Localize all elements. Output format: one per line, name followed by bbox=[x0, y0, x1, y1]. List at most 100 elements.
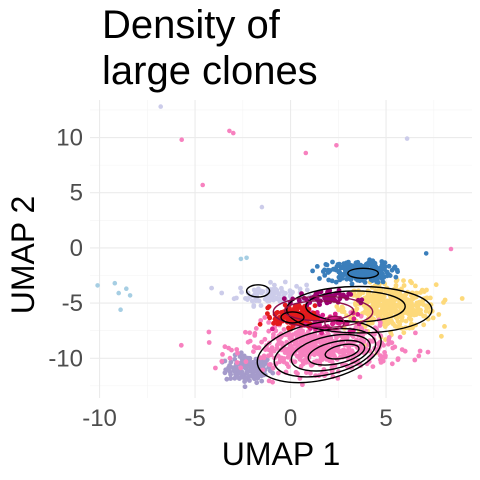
scatter-point bbox=[344, 349, 349, 354]
scatter-point bbox=[250, 299, 255, 304]
x-tick-label: -10 bbox=[82, 405, 117, 432]
x-tick-label: -5 bbox=[184, 405, 205, 432]
scatter-point bbox=[238, 286, 243, 291]
y-axis-ticks: -10-50510 bbox=[48, 125, 83, 373]
scatter-point bbox=[310, 342, 315, 347]
scatter-point bbox=[226, 365, 231, 370]
scatter-point bbox=[269, 353, 274, 358]
scatter-point bbox=[410, 303, 415, 308]
y-tick-label: -5 bbox=[62, 290, 83, 317]
scatter-point bbox=[262, 315, 267, 320]
chart-title-line-2: large clones bbox=[102, 49, 318, 93]
scatter-point bbox=[288, 288, 293, 293]
scatter-point bbox=[234, 347, 239, 352]
scatter-point bbox=[310, 269, 315, 274]
minor-grid bbox=[90, 100, 472, 398]
scatter-point bbox=[320, 357, 325, 362]
scatter-point bbox=[398, 335, 403, 340]
y-tick-label: 0 bbox=[70, 235, 83, 262]
outlier-point bbox=[449, 247, 454, 252]
scatter-point bbox=[282, 360, 287, 365]
scatter-point bbox=[367, 295, 372, 300]
scatter-point bbox=[296, 329, 301, 334]
scatter-point bbox=[239, 290, 244, 295]
scatter-point bbox=[413, 309, 418, 314]
scatter-point bbox=[380, 276, 385, 281]
scatter-point bbox=[267, 304, 272, 309]
scatter-point bbox=[340, 309, 345, 314]
scatter-point bbox=[340, 305, 345, 310]
scatter-point bbox=[392, 345, 397, 350]
scatter-point bbox=[373, 261, 378, 266]
scatter-point bbox=[244, 359, 249, 364]
scatter-point bbox=[213, 366, 218, 371]
scatter-point bbox=[237, 370, 242, 375]
scatter-point bbox=[421, 322, 426, 327]
scatter-point bbox=[404, 319, 409, 324]
scatter-point bbox=[442, 324, 447, 329]
scatter-point bbox=[323, 262, 328, 267]
x-tick-label: 5 bbox=[379, 405, 392, 432]
scatter-point bbox=[408, 298, 413, 303]
scatter-point bbox=[243, 330, 248, 335]
scatter-point bbox=[251, 368, 256, 373]
outlier-point bbox=[179, 137, 184, 142]
scatter-point bbox=[431, 316, 436, 321]
scatter-point bbox=[413, 284, 418, 289]
scatter-point bbox=[387, 264, 392, 269]
scatter-point bbox=[270, 287, 275, 292]
outlier-point bbox=[239, 257, 244, 262]
scatter-point bbox=[270, 327, 275, 332]
x-axis-label: UMAP 1 bbox=[222, 436, 341, 472]
scatter-point bbox=[247, 378, 252, 383]
scatter-point bbox=[228, 376, 233, 381]
scatter-point bbox=[399, 305, 404, 310]
scatter-point bbox=[413, 331, 418, 336]
scatter-point bbox=[384, 304, 389, 309]
scatter-point bbox=[418, 290, 423, 295]
scatter-point bbox=[294, 370, 299, 375]
scatter-point bbox=[374, 307, 379, 312]
scatter-point bbox=[355, 273, 360, 278]
outlier-point bbox=[113, 281, 118, 286]
scatter-point bbox=[396, 319, 401, 324]
scatter-point bbox=[321, 338, 326, 343]
scatter-point bbox=[243, 375, 248, 380]
scatter-point bbox=[321, 269, 326, 274]
outlier-point bbox=[334, 143, 339, 148]
scatter-point bbox=[393, 265, 398, 270]
chart-title: Density of large clones bbox=[102, 3, 318, 93]
scatter-point bbox=[409, 280, 414, 285]
scatter-point bbox=[220, 352, 225, 357]
scatter-point bbox=[270, 380, 275, 385]
scatter-point bbox=[394, 275, 399, 280]
outlier-point bbox=[244, 255, 249, 260]
scatter-point bbox=[228, 372, 233, 377]
scatter-point bbox=[355, 312, 360, 317]
scatter-point bbox=[259, 340, 264, 345]
scatter-point bbox=[243, 384, 248, 389]
scatter-point bbox=[293, 359, 298, 364]
outlier-point bbox=[231, 131, 236, 136]
outlier-point bbox=[95, 283, 100, 288]
scatter-points bbox=[179, 257, 465, 389]
scatter-point bbox=[303, 359, 308, 364]
scatter-point bbox=[381, 343, 386, 348]
scatter-point bbox=[416, 354, 421, 359]
scatter-point bbox=[376, 301, 381, 306]
scatter-point bbox=[315, 264, 320, 269]
scatter-point bbox=[418, 349, 423, 354]
scatter-point bbox=[268, 280, 273, 285]
scatter-point bbox=[230, 365, 235, 370]
scatter-point bbox=[375, 296, 380, 301]
scatter-point bbox=[460, 296, 465, 301]
scatter-point bbox=[274, 296, 279, 301]
scatter-point bbox=[379, 259, 384, 264]
scatter-point bbox=[254, 380, 259, 385]
scatter-point bbox=[439, 334, 444, 339]
scatter-point bbox=[409, 317, 414, 322]
scatter-point bbox=[288, 344, 293, 349]
scatter-point bbox=[357, 278, 362, 283]
scatter-point bbox=[317, 276, 322, 281]
